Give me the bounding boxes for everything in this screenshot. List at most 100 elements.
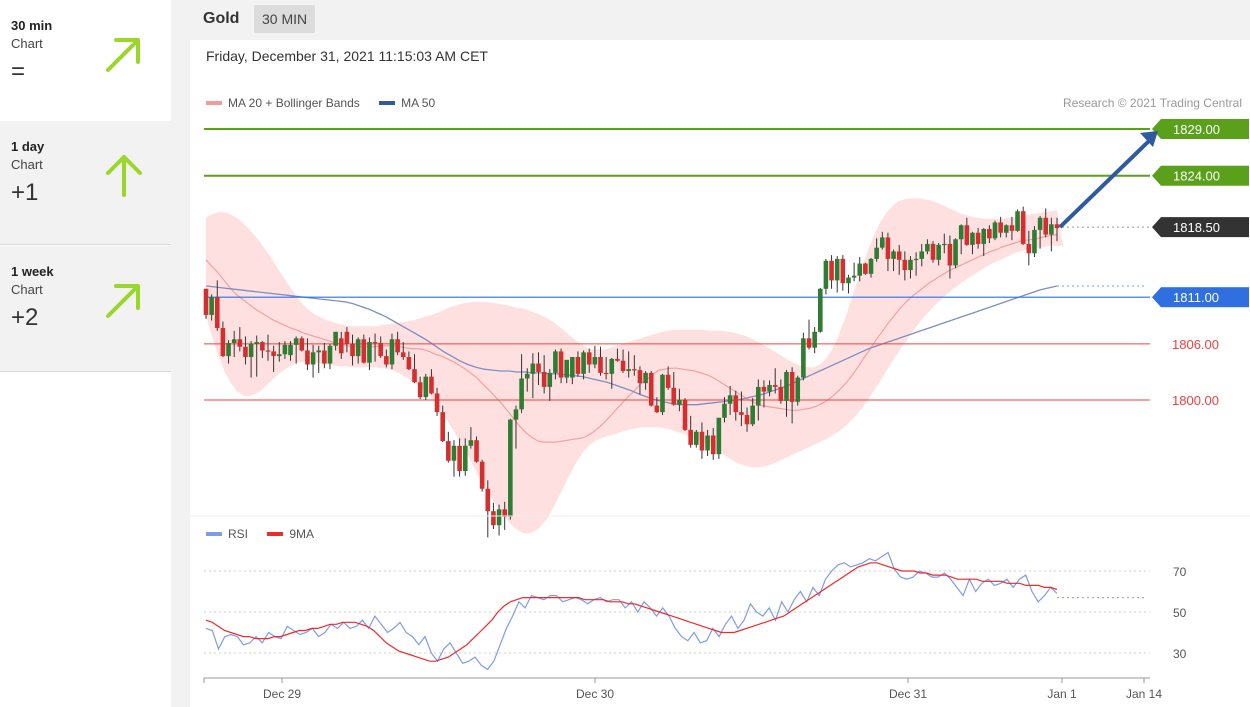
candle-body: [964, 225, 970, 245]
candle: [665, 366, 671, 390]
candle-body: [750, 405, 755, 425]
candle-body: [384, 356, 389, 365]
candle-body: [756, 386, 761, 406]
timeframe-score: +1: [11, 179, 39, 206]
candle: [896, 244, 902, 275]
candle-body: [919, 251, 925, 259]
candle-body: [823, 260, 829, 289]
candle-body: [513, 409, 519, 420]
candle-body: [925, 243, 930, 252]
candle: [575, 351, 581, 377]
candle-body: [637, 370, 643, 384]
candle-body: [1054, 224, 1060, 229]
level-label: 1824.00: [1173, 169, 1220, 184]
candle-body: [1003, 225, 1009, 233]
candle: [558, 348, 564, 384]
candle: [1049, 217, 1054, 252]
candle: [389, 333, 395, 370]
candle-body: [524, 373, 530, 379]
candle-body: [846, 277, 851, 284]
candle-body: [468, 440, 474, 446]
candle-body: [293, 338, 299, 345]
candle: [1009, 216, 1015, 241]
candle: [530, 353, 536, 399]
candle-body: [344, 331, 350, 344]
candle: [547, 369, 553, 401]
candle: [902, 251, 908, 281]
candle-body: [705, 435, 710, 451]
candle: [400, 342, 406, 360]
candle: [446, 431, 451, 463]
timeframe-period: 1 week: [11, 264, 54, 279]
candle-body: [1020, 211, 1026, 244]
chart-canvas[interactable]: 1829.00 1824.00 1818.50 1811.00 1806.00 1800.…: [190, 40, 1250, 707]
candle: [761, 380, 767, 408]
candle: [699, 422, 705, 459]
rsi-tick-label: 70: [1173, 565, 1187, 579]
candle-body: [457, 445, 462, 472]
timeframe-subtitle: Chart: [11, 157, 43, 172]
legend-ma50: MA 50: [379, 96, 435, 110]
candle: [846, 274, 851, 294]
candle-body: [265, 350, 271, 352]
candle: [851, 262, 857, 282]
x-tick-label: Dec 30: [576, 687, 614, 701]
forecast-arrow-head: [1140, 131, 1158, 147]
candle-body: [609, 358, 615, 374]
ma50-line: [205, 285, 1058, 406]
candle: [947, 235, 953, 279]
candle: [536, 352, 541, 386]
candle: [930, 241, 936, 263]
rsi-ma9-line: [205, 562, 1058, 662]
candle-body: [446, 441, 451, 461]
x-tick-label: Jan 14: [1126, 687, 1162, 701]
candle-body: [789, 371, 795, 402]
candle-body: [654, 405, 660, 413]
candle: [316, 345, 322, 373]
timeframe-1day[interactable]: 1 day Chart +1: [0, 121, 171, 245]
candle: [485, 480, 491, 538]
candle-body: [710, 435, 716, 455]
candle-body: [327, 345, 333, 364]
candle: [632, 355, 637, 376]
candle: [970, 231, 975, 255]
candle-body: [941, 243, 947, 246]
candle-body: [688, 429, 693, 445]
candle-body: [896, 251, 902, 260]
candle: [276, 342, 282, 362]
level-tag: [1161, 217, 1249, 238]
timeframe-30min[interactable]: 30 min Chart =: [0, 0, 171, 124]
candle-body: [1037, 217, 1043, 230]
candle-body: [305, 350, 310, 365]
candle: [620, 349, 626, 373]
candle: [305, 338, 310, 371]
candle: [660, 373, 665, 415]
candle-body: [598, 357, 603, 373]
candle-body: [553, 351, 558, 373]
candle: [778, 379, 784, 404]
candle: [322, 342, 327, 369]
candle-body: [282, 344, 288, 355]
candle-body: [412, 369, 417, 383]
candle-body: [722, 403, 727, 418]
candle: [384, 349, 389, 368]
candle-body: [491, 511, 496, 526]
x-tick-label: Dec 29: [263, 687, 301, 701]
candle-body: [417, 382, 423, 398]
candle: [885, 232, 891, 272]
candle: [327, 343, 333, 370]
candle: [451, 440, 457, 477]
candle: [226, 340, 231, 364]
candle: [344, 327, 350, 353]
candle: [936, 243, 941, 266]
level-label: 1800.00: [1172, 393, 1219, 408]
level-label: 1811.00: [1173, 290, 1219, 305]
candle: [953, 238, 958, 269]
candle-body: [299, 338, 305, 351]
candle-body: [615, 358, 620, 361]
timeframe-badge[interactable]: 30 MIN: [254, 5, 316, 33]
candle: [806, 319, 812, 350]
timeframe-1week[interactable]: 1 week Chart +2: [0, 246, 171, 372]
candle-body: [592, 357, 598, 365]
level-label: 1806.00: [1172, 337, 1219, 352]
